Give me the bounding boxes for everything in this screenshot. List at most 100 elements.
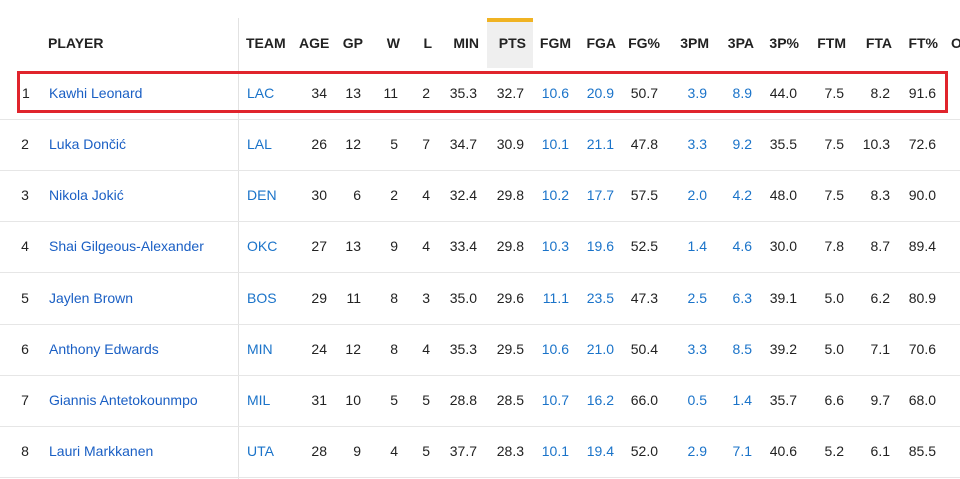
fga-link[interactable]: 17.7: [586, 187, 614, 203]
3pa-link[interactable]: 7.1: [732, 443, 752, 459]
table-row[interactable]: 3 Nikola Jokić DEN 30 6 2 4 32.4 29.8 10.2 17.7 57.…: [0, 170, 960, 222]
3pm-link[interactable]: 1.4: [687, 238, 707, 254]
ft-pct-cell: 72.6: [908, 136, 936, 152]
fgm-link[interactable]: 10.2: [541, 187, 569, 203]
player-name-link[interactable]: Shai Gilgeous-Alexander: [49, 238, 204, 254]
header-l[interactable]: L: [423, 35, 432, 51]
header-3pm[interactable]: 3PM: [680, 35, 709, 51]
3pm-link[interactable]: 3.3: [687, 136, 707, 152]
3p-pct-cell: 39.2: [769, 341, 797, 357]
player-name-link[interactable]: Anthony Edwards: [49, 341, 159, 357]
player-name-link[interactable]: Luka Dončić: [49, 136, 127, 152]
fgm-link[interactable]: 10.7: [541, 392, 569, 408]
team-link[interactable]: DEN: [247, 187, 277, 203]
ft-pct-cell: 70.6: [908, 341, 936, 357]
fga-link[interactable]: 19.4: [586, 443, 614, 459]
header-fg-pct[interactable]: FG%: [628, 35, 660, 51]
table-row[interactable]: 8 Lauri Markkanen UTA 28 9 4 5 37.7 28.3 10.1 19.4…: [0, 426, 960, 478]
fg-pct-cell: 52.0: [630, 443, 658, 459]
3pa-link[interactable]: 4.2: [732, 187, 752, 203]
team-link[interactable]: MIL: [247, 392, 271, 408]
3pm-link[interactable]: 3.3: [687, 341, 707, 357]
header-ftm[interactable]: FTM: [817, 35, 846, 51]
player-name-link[interactable]: Kawhi Leonard: [49, 85, 143, 101]
losses-cell: 4: [422, 187, 430, 203]
fgm-link[interactable]: 11.1: [542, 290, 569, 306]
fg-pct-cell: 47.8: [630, 136, 658, 152]
ft-pct-cell: 85.5: [908, 443, 936, 459]
3pa-link[interactable]: 8.5: [732, 341, 752, 357]
3p-pct-cell: 39.1: [769, 290, 797, 306]
ftm-cell: 5.0: [824, 290, 844, 306]
fgm-link[interactable]: 10.1: [541, 443, 569, 459]
team-link[interactable]: LAC: [247, 85, 275, 101]
3pm-link[interactable]: 2.5: [687, 290, 707, 306]
losses-cell: 5: [422, 392, 430, 408]
3pa-link[interactable]: 4.6: [732, 238, 752, 254]
team-link[interactable]: LAL: [247, 136, 272, 152]
header-3pa[interactable]: 3PA: [727, 35, 754, 51]
ftm-cell: 6.6: [824, 392, 844, 408]
player-name-link[interactable]: Nikola Jokić: [49, 187, 124, 203]
fg-pct-cell: 66.0: [630, 392, 658, 408]
3pa-link[interactable]: 8.9: [732, 85, 752, 101]
gp-cell: 10: [345, 392, 361, 408]
3pm-link[interactable]: 3.9: [687, 85, 707, 101]
losses-cell: 4: [422, 238, 430, 254]
fgm-link[interactable]: 10.6: [541, 341, 569, 357]
header-gp[interactable]: GP: [342, 35, 363, 51]
gp-cell: 13: [345, 85, 361, 101]
header-pts[interactable]: PTS: [498, 35, 526, 51]
3pm-link[interactable]: 0.5: [687, 392, 707, 408]
fta-cell: 7.1: [870, 341, 890, 357]
header-ft-pct[interactable]: FT%: [908, 35, 938, 51]
player-name-link[interactable]: Lauri Markkanen: [49, 443, 154, 459]
header-3p-pct[interactable]: 3P%: [769, 35, 799, 51]
team-link[interactable]: OKC: [247, 238, 278, 254]
header-fgm[interactable]: FGM: [539, 35, 571, 51]
team-link[interactable]: BOS: [247, 290, 277, 306]
fg-pct-cell: 47.3: [630, 290, 658, 306]
player-name-link[interactable]: Jaylen Brown: [49, 290, 134, 306]
fga-link[interactable]: 21.1: [586, 136, 614, 152]
header-fga[interactable]: FGA: [586, 35, 616, 51]
fga-link[interactable]: 21.0: [586, 341, 614, 357]
3pm-link[interactable]: 2.0: [687, 187, 707, 203]
min-cell: 35.3: [449, 85, 477, 101]
table-row[interactable]: 2 Luka Dončić LAL 26 12 5 7 34.7 30.9 10.1 21.1 47.…: [0, 119, 960, 171]
header-fta[interactable]: FTA: [865, 35, 892, 51]
fg-pct-cell: 57.5: [630, 187, 658, 203]
header-age[interactable]: AGE: [299, 35, 330, 51]
highlight-box: [17, 71, 948, 113]
3pa-link[interactable]: 1.4: [732, 392, 752, 408]
pts-cell: 29.5: [496, 341, 524, 357]
header-min[interactable]: MIN: [453, 35, 479, 51]
age-cell: 27: [311, 238, 327, 254]
3pa-link[interactable]: 6.3: [732, 290, 752, 306]
3pa-link[interactable]: 9.2: [732, 136, 752, 152]
pts-cell: 30.9: [496, 136, 524, 152]
fgm-link[interactable]: 10.6: [541, 85, 569, 101]
team-link[interactable]: MIN: [247, 341, 273, 357]
header-w[interactable]: W: [386, 35, 400, 51]
fga-link[interactable]: 16.2: [586, 392, 614, 408]
fga-link[interactable]: 20.9: [586, 85, 614, 101]
table-row[interactable]: 4 Shai Gilgeous-Alexander OKC 27 13 9 4 33.4 29.…: [0, 221, 960, 273]
table-row[interactable]: 6 Anthony Edwards MIN 24 12 8 4 35.3 29.5 10.6 21.…: [0, 324, 960, 376]
header-team[interactable]: TEAM: [246, 35, 286, 51]
fga-link[interactable]: 23.5: [586, 290, 614, 306]
3pm-link[interactable]: 2.9: [687, 443, 707, 459]
rank-cell: 6: [21, 341, 29, 357]
header-cut-off[interactable]: O: [951, 35, 960, 51]
fta-cell: 8.3: [870, 187, 890, 203]
table-row[interactable]: 5 Jaylen Brown BOS 29 11 8 3 35.0 29.6 11.1 23.5 47…: [0, 273, 960, 325]
fga-link[interactable]: 19.6: [586, 238, 614, 254]
header-player[interactable]: PLAYER: [48, 35, 104, 51]
fgm-link[interactable]: 10.1: [541, 136, 569, 152]
fgm-link[interactable]: 10.3: [541, 238, 569, 254]
table-row[interactable]: 7 Giannis Antetokounmpo MIL 31 10 5 5 28.8 28.5 1…: [0, 375, 960, 427]
team-link[interactable]: UTA: [247, 443, 274, 459]
player-name-link[interactable]: Giannis Antetokounmpo: [49, 392, 198, 408]
table-row[interactable]: 1 Kawhi Leonard LAC 34 13 11 2 35.3 32.7 10.6 20.9…: [0, 68, 960, 120]
rank-cell: 8: [21, 443, 29, 459]
